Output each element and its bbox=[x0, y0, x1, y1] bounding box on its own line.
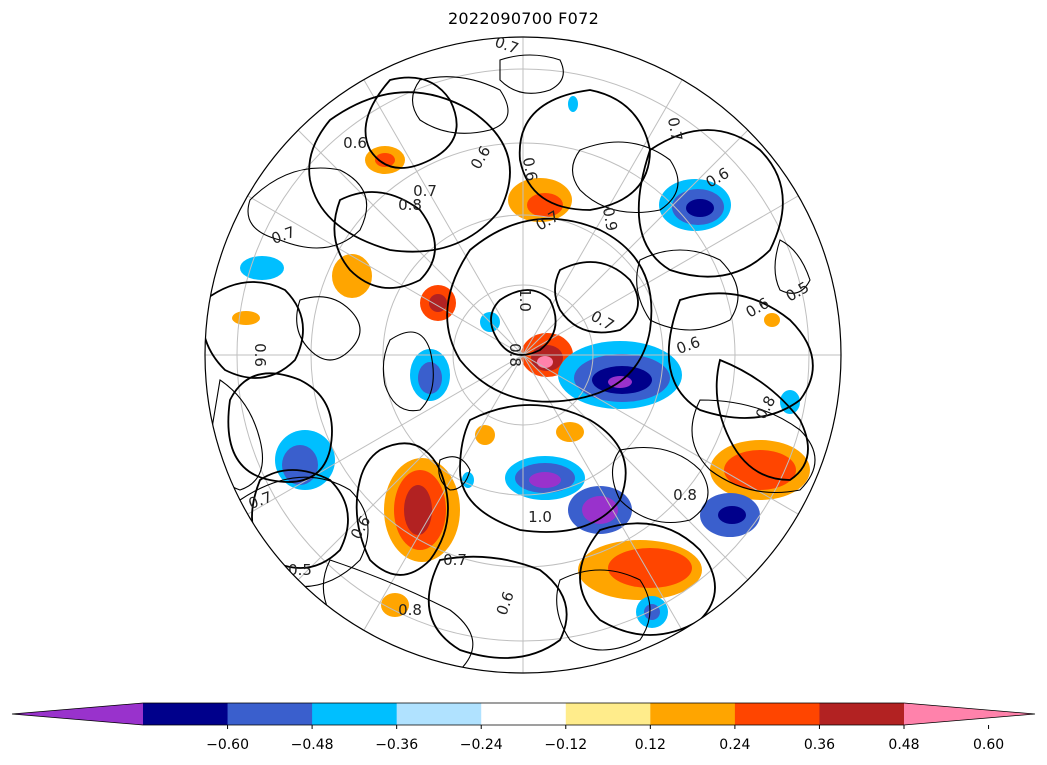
contour-label: 0.6 bbox=[347, 513, 375, 543]
contour-label: 0.6 bbox=[674, 333, 703, 358]
colorbar-segment bbox=[481, 703, 567, 725]
map-boundary bbox=[204, 36, 842, 674]
colorbar-segment bbox=[312, 703, 398, 725]
colorbar-segment bbox=[227, 703, 313, 725]
contour-label: 0.8 bbox=[506, 343, 524, 367]
contour-label: 0.6 bbox=[343, 134, 367, 152]
contour-label: 0.8 bbox=[673, 486, 697, 504]
map-title: 2022090700 F072 bbox=[447, 9, 600, 28]
contour-label: 0.8 bbox=[398, 601, 422, 619]
contour-label: 0.5 bbox=[288, 561, 312, 579]
contour-label: 1.0 bbox=[516, 288, 534, 312]
contour-label: 0.5 bbox=[783, 278, 813, 306]
colorbar-segment bbox=[565, 703, 651, 725]
colorbar-outline bbox=[11, 702, 1036, 726]
contour-label: 0.6 bbox=[519, 156, 541, 183]
colorbar-segment bbox=[734, 703, 820, 725]
colorbar bbox=[11, 702, 1036, 729]
colorbar-segment bbox=[819, 703, 905, 725]
colorbar-segment bbox=[650, 703, 736, 725]
map-disk: 0.70.60.80.70.6 0.60.70.60.50.71.00.81.00… bbox=[205, 37, 841, 673]
colorbar-extend-max bbox=[904, 703, 1035, 725]
colorbar-segment bbox=[396, 703, 482, 725]
contour-lines bbox=[205, 76, 814, 659]
colorbar-extend-min bbox=[12, 703, 143, 725]
contour-label: 0.7 bbox=[413, 182, 437, 200]
contour-label: 0.7 bbox=[246, 488, 275, 513]
contour-label: 0.7 bbox=[443, 551, 467, 569]
contour-label: 0.7 bbox=[588, 307, 618, 335]
contour-label: 1.0 bbox=[528, 508, 552, 526]
contour-label: 0.9 bbox=[599, 206, 621, 233]
contour-label: 0.7 bbox=[664, 116, 686, 143]
colorbar-segment bbox=[143, 703, 229, 725]
contour-label: 0.6 bbox=[467, 143, 495, 173]
contour-label: 0.6 bbox=[493, 589, 518, 618]
contour-label: 0.8 bbox=[398, 196, 422, 214]
contour-label: 0.6 bbox=[251, 343, 269, 367]
